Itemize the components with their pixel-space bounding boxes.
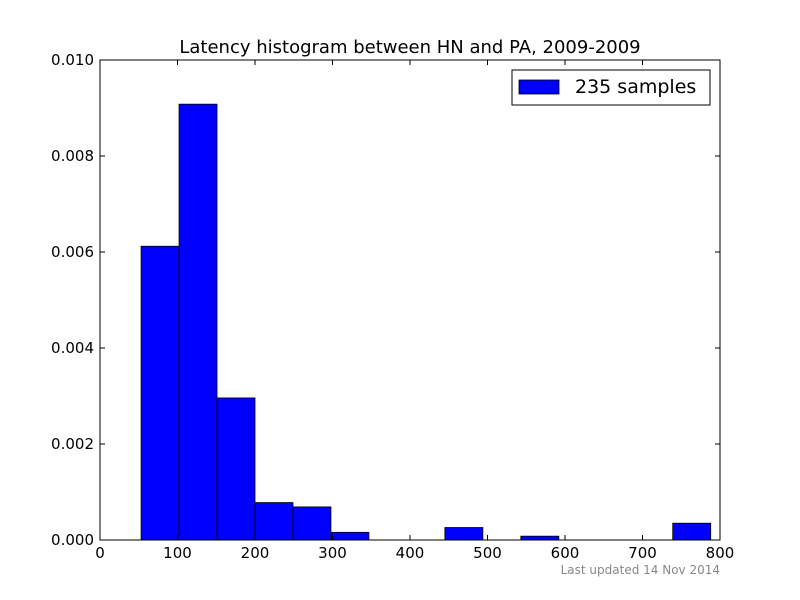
x-axis-ticks: 0 100 200 300 400 500 600 700 800	[95, 60, 734, 562]
histogram-bars	[140, 103, 712, 541]
x-tick-label: 0	[95, 544, 105, 562]
histogram-bar-8	[444, 527, 484, 541]
histogram-bar-10	[520, 535, 560, 541]
y-tick-label: 0.006	[51, 243, 94, 261]
histogram-bar-0	[140, 245, 180, 541]
histogram-bar-1	[178, 103, 218, 541]
y-tick-label: 0.000	[51, 531, 94, 549]
x-tick-label: 600	[551, 544, 580, 562]
y-tick-label: 0.004	[51, 339, 94, 357]
x-tick-label: 300	[318, 544, 347, 562]
histogram-bar-3	[254, 502, 294, 541]
last-updated-note: Last updated 14 Nov 2014	[561, 563, 720, 577]
histogram-bar-5	[330, 531, 370, 541]
chart-title: Latency histogram between HN and PA, 200…	[179, 37, 640, 58]
histogram-bar-2	[216, 397, 256, 541]
x-tick-label: 800	[706, 544, 735, 562]
legend-label: 235 samples	[575, 76, 696, 98]
x-tick-label: 200	[241, 544, 270, 562]
x-tick-label: 700	[628, 544, 657, 562]
y-axis-ticks: 0.000 0.002 0.004 0.006 0.008 0.010	[51, 51, 720, 549]
x-tick-label: 100	[163, 544, 192, 562]
y-tick-label: 0.002	[51, 435, 94, 453]
y-tick-label: 0.010	[51, 51, 94, 69]
y-tick-label: 0.008	[51, 147, 94, 165]
histogram-bar-4	[292, 506, 332, 541]
legend: 235 samples	[511, 69, 711, 106]
x-tick-label: 500	[473, 544, 502, 562]
legend-swatch	[518, 79, 560, 95]
x-tick-label: 400	[396, 544, 425, 562]
histogram-bar-14	[672, 522, 712, 541]
